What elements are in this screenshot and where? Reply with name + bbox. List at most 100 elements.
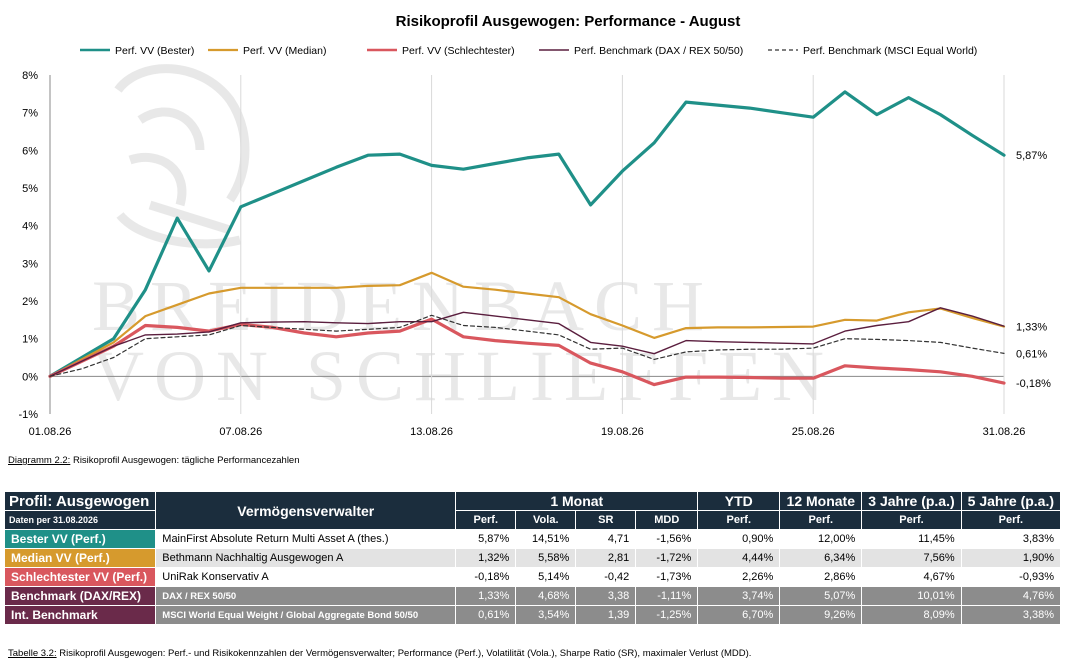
table-cell: -0,93% (960, 567, 1062, 587)
table-caption-ref: Tabelle 3.2: (8, 648, 57, 659)
legend-label: Perf. Benchmark (MSCI Equal World) (803, 45, 977, 57)
performance-table: Profil: Ausgewogen Vermögensverwalter 1 … (3, 491, 1062, 625)
table-cell: 4,68% (515, 586, 577, 606)
table-row: Benchmark (DAX/REX) DAX / REX 50/50 1,33… (3, 586, 1062, 606)
table-row: Int. Benchmark MSCI World Equal Weight /… (3, 605, 1062, 625)
sub-header: MDD (635, 510, 699, 530)
table-row: Schlechtester VV (Perf.) UniRak Konserva… (3, 567, 1062, 587)
row-label: Median VV (Perf.) (3, 548, 157, 568)
table-caption-text: Risikoprofil Ausgewogen: Perf.- und Risi… (56, 648, 752, 659)
row-label: Schlechtester VV (Perf.) (3, 567, 157, 587)
y-tick-label: 0% (22, 371, 38, 383)
table-cell: 4,71 (575, 529, 637, 549)
table-cell: 7,56% (861, 548, 962, 568)
chart-legend: Perf. VV (Bester) Perf. VV (Median) Perf. … (80, 45, 977, 57)
manager-name: UniRak Konservativ A (155, 567, 457, 587)
table-cell: 1,32% (455, 548, 517, 568)
group-header-ytd: YTD (697, 491, 781, 511)
table-cell: 9,26% (779, 605, 863, 625)
series-line (48, 317, 1006, 387)
group-header-3y: 3 Jahre (p.a.) (861, 491, 962, 511)
y-tick-label: 4% (22, 221, 38, 233)
table-cell: 3,83% (960, 529, 1062, 549)
table-cell: 1,39 (575, 605, 637, 625)
table-cell: 14,51% (515, 529, 577, 549)
series-line (49, 314, 1005, 377)
table-row: Median VV (Perf.) Bethmann Nachhaltig Au… (3, 548, 1062, 568)
legend-label: Perf. VV (Schlechtester) (402, 45, 515, 57)
table-cell: 8,09% (861, 605, 962, 625)
series-line (48, 271, 1006, 378)
table-cell: -1,73% (635, 567, 699, 587)
manager-name: DAX / REX 50/50 (155, 586, 457, 606)
series-end-label: -0,18% (1016, 378, 1051, 390)
performance-chart: BREIDENBACH VON SCHLIEFFEN Risikoprofil … (18, 13, 1051, 438)
chart-title: Risikoprofil Ausgewogen: Performance - A… (396, 13, 741, 30)
sub-header: Perf. (861, 510, 962, 530)
row-label: Int. Benchmark (3, 605, 157, 625)
table-cell: 2,86% (779, 567, 863, 587)
table-cell: 2,81 (575, 548, 637, 568)
y-tick-label: 6% (22, 145, 38, 157)
series-end-label: 0,61% (1016, 348, 1047, 360)
sub-header: Vola. (515, 510, 577, 530)
table-cell: -1,72% (635, 548, 699, 568)
diagram-caption-ref: Diagramm 2.2: (8, 455, 71, 466)
table-cell: 6,70% (697, 605, 781, 625)
diagram-caption: Diagramm 2.2: Risikoprofil Ausgewogen: t… (8, 455, 300, 466)
manager-header: Vermögensverwalter (155, 491, 457, 530)
series-line (49, 307, 1005, 377)
y-tick-label: 7% (22, 108, 38, 120)
table-cell: 5,07% (779, 586, 863, 606)
y-tick-label: 8% (22, 70, 38, 82)
row-label: Bester VV (Perf.) (3, 529, 157, 549)
legend-label: Perf. Benchmark (DAX / REX 50/50) (574, 45, 743, 57)
chart-series (48, 90, 1006, 387)
series-line (48, 90, 1006, 378)
table-cell: 3,54% (515, 605, 577, 625)
table-cell: 12,00% (779, 529, 863, 549)
table-cell: 1,33% (455, 586, 517, 606)
table-cell: 1,90% (960, 548, 1062, 568)
table-row: Bester VV (Perf.) MainFirst Absolute Ret… (3, 529, 1062, 549)
table-cell: -0,18% (455, 567, 517, 587)
table-cell: 5,14% (515, 567, 577, 587)
group-header-1m: 1 Monat (455, 491, 699, 511)
group-header-5y: 5 Jahre (p.a.) (960, 491, 1062, 511)
table-cell: 3,38% (960, 605, 1062, 625)
table-cell: 0,61% (455, 605, 517, 625)
table-cell: -1,56% (635, 529, 699, 549)
x-tick-label: 13.08.26 (410, 426, 453, 438)
profile-title: Profil: Ausgewogen (3, 491, 157, 511)
table-caption: Tabelle 3.2: Risikoprofil Ausgewogen: Pe… (8, 648, 751, 659)
table-cell: 0,90% (697, 529, 781, 549)
x-tick-label: 31.08.26 (983, 426, 1026, 438)
table-cell: 11,45% (861, 529, 962, 549)
x-tick-label: 01.08.26 (29, 426, 72, 438)
sub-header: Perf. (697, 510, 781, 530)
table-cell: 3,74% (697, 586, 781, 606)
sub-header: Perf. (779, 510, 863, 530)
table-cell: 10,01% (861, 586, 962, 606)
profile-date: Daten per 31.08.2026 (3, 510, 157, 530)
table-cell: 4,44% (697, 548, 781, 568)
table-cell: 4,67% (861, 567, 962, 587)
manager-name: Bethmann Nachhaltig Ausgewogen A (155, 548, 457, 568)
sub-header: Perf. (960, 510, 1062, 530)
y-tick-label: 1% (22, 334, 38, 346)
table-cell: -1,11% (635, 586, 699, 606)
x-axis: 01.08.26 07.08.26 13.08.26 19.08.26 25.08.26… (29, 426, 1026, 438)
x-tick-label: 07.08.26 (219, 426, 262, 438)
y-tick-label: 3% (22, 258, 38, 270)
diagram-caption-text: Risikoprofil Ausgewogen: tägliche Perfor… (70, 455, 300, 466)
x-tick-label: 19.08.26 (601, 426, 644, 438)
y-tick-label: 5% (22, 183, 38, 195)
group-header-12m: 12 Monate (779, 491, 863, 511)
series-end-label: 1,33% (1016, 322, 1047, 334)
sub-header: Perf. (455, 510, 517, 530)
watermark: BREIDENBACH VON SCHLIEFFEN (92, 64, 824, 416)
table-cell: 3,38 (575, 586, 637, 606)
row-label: Benchmark (DAX/REX) (3, 586, 157, 606)
table-cell: 5,58% (515, 548, 577, 568)
series-end-label: 5,87% (1016, 150, 1047, 162)
